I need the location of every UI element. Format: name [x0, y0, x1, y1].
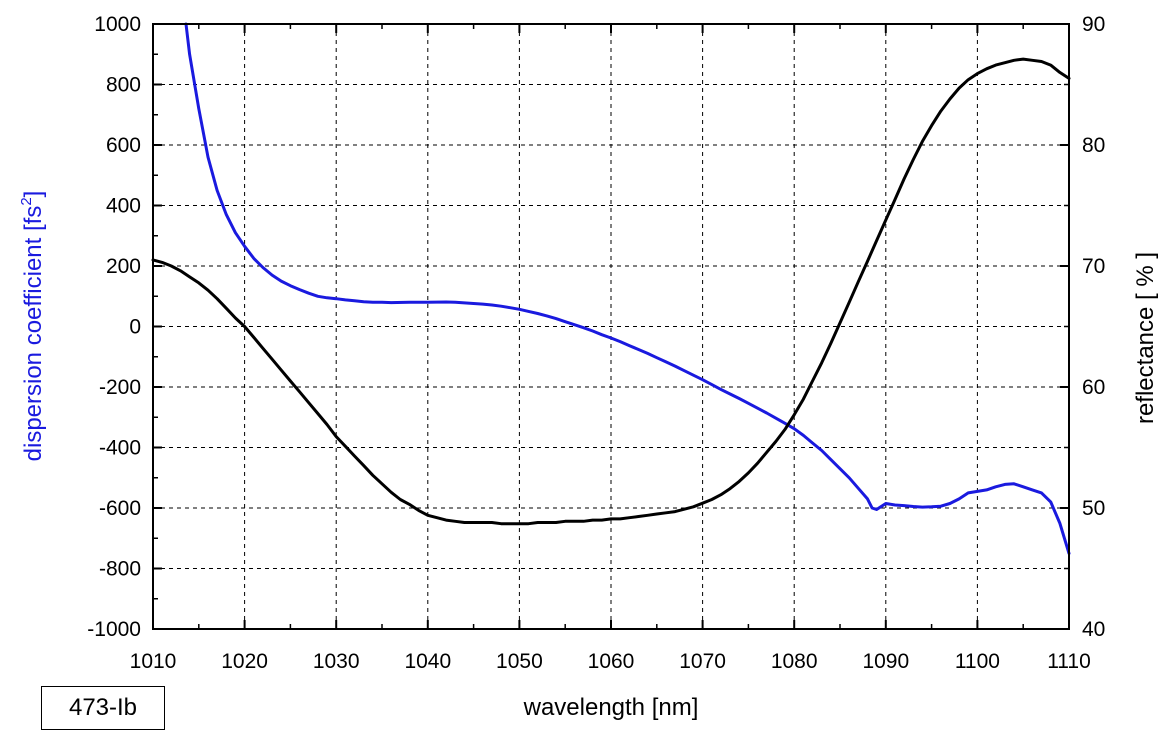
x-tick-label: 1010	[130, 650, 177, 673]
x-tick-label: 1060	[588, 650, 635, 673]
tick-labels: 1010 1020 1030 1040 1050 1060 1070 1080 1090 1100…	[87, 13, 1105, 673]
y-left-tick-label: -600	[99, 497, 141, 520]
y-axis-left-title-close: ]	[20, 191, 47, 198]
sample-label: 473-Ib	[68, 694, 138, 721]
sample-label-box: 473-Ib	[41, 686, 165, 730]
y-left-tick-label: 0	[129, 316, 141, 339]
y-axis-left-title-main: dispersion coefficient [fs	[20, 206, 47, 462]
y-left-tick-label: -1000	[87, 618, 141, 641]
y-left-tick-label: -800	[99, 558, 141, 581]
y-right-tick-label: 50	[1082, 497, 1105, 520]
grid-lines	[153, 24, 1069, 629]
tick-marks	[152, 23, 1070, 630]
x-tick-label: 1030	[313, 650, 360, 673]
dispersion-series-line	[184, 22, 1071, 555]
x-tick-label: 1020	[221, 650, 268, 673]
y-axis-right-title: reflectance [ % ]	[1132, 252, 1159, 424]
x-tick-label: 1080	[771, 650, 818, 673]
y-right-tick-label: 70	[1082, 255, 1105, 278]
y-left-tick-label: 1000	[94, 13, 141, 36]
x-tick-label: 1040	[404, 650, 451, 673]
y-left-tick-label: -400	[99, 437, 141, 460]
x-tick-label: 1070	[679, 650, 726, 673]
x-axis-title: wavelength [nm]	[523, 694, 699, 721]
x-tick-label: 1050	[496, 650, 543, 673]
y-right-tick-label: 80	[1082, 134, 1105, 157]
y-axis-left-title: dispersion coefficient [fs2]	[18, 191, 47, 462]
y-right-tick-label: 40	[1082, 618, 1105, 641]
y-left-tick-label: -200	[99, 376, 141, 399]
y-left-tick-label: 400	[106, 195, 141, 218]
y-axis-left-title-sup: 2	[18, 197, 35, 205]
y-left-tick-label: 200	[106, 255, 141, 278]
y-left-tick-label: 800	[106, 74, 141, 97]
x-tick-label: 1100	[955, 650, 1000, 673]
y-right-tick-label: 90	[1082, 13, 1105, 36]
x-tick-label: 1110	[1047, 650, 1091, 673]
y-left-tick-label: 600	[106, 134, 141, 157]
series-layer	[151, 22, 1071, 555]
y-right-tick-label: 60	[1082, 376, 1105, 399]
reflectance-series-line	[151, 57, 1071, 526]
x-tick-label: 1090	[862, 650, 909, 673]
